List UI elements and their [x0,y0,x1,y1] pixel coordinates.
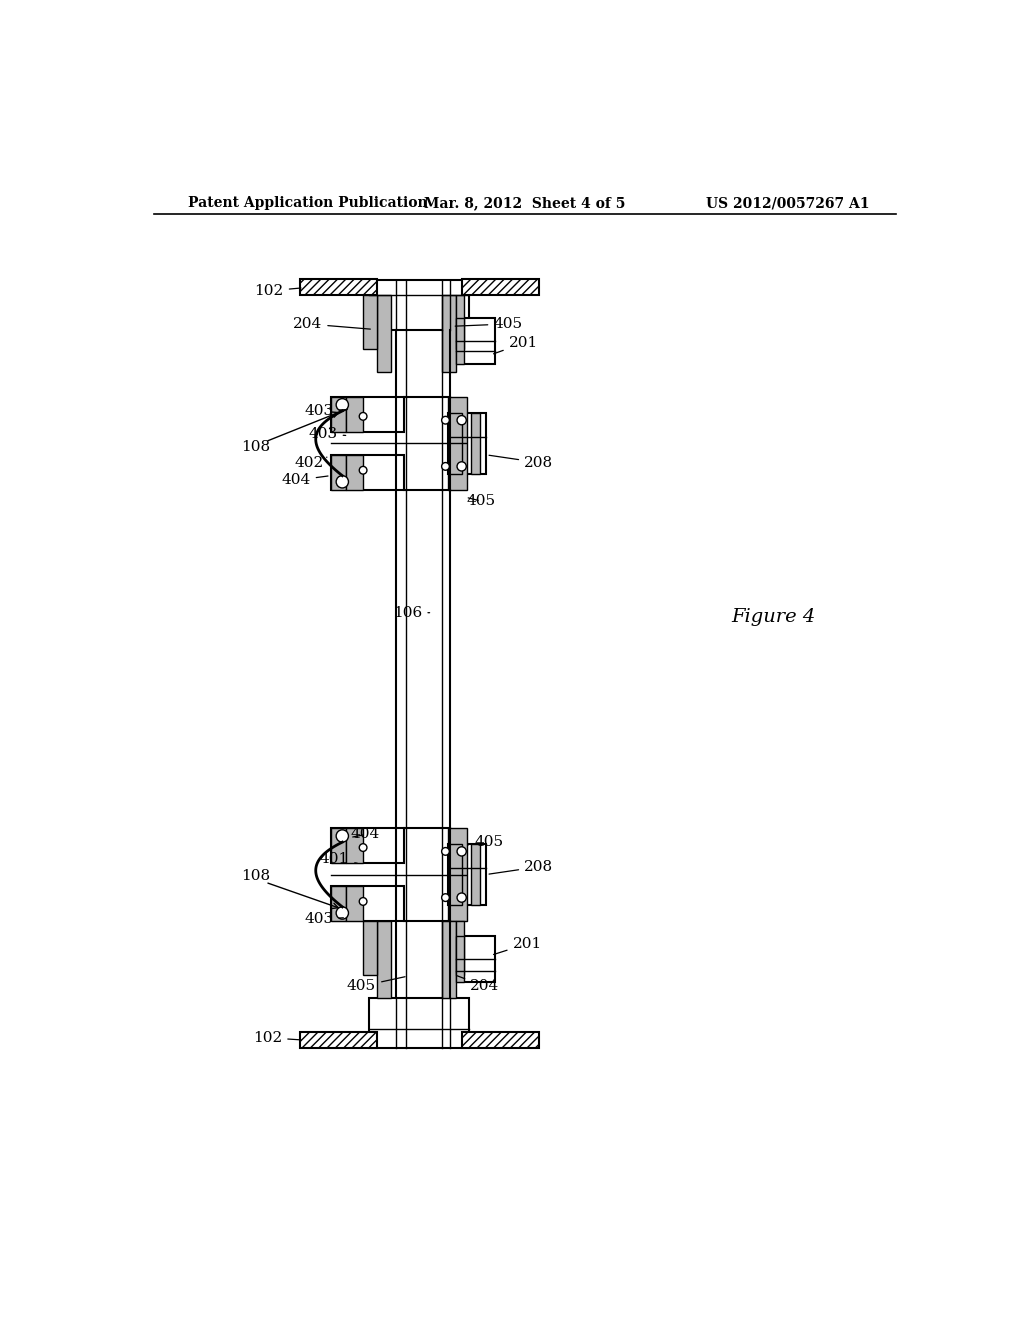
Circle shape [441,894,450,902]
Bar [331,829,346,863]
Circle shape [359,843,367,851]
Bar [462,280,539,294]
Bar [377,294,391,372]
Circle shape [457,847,466,855]
Bar [331,397,403,432]
Circle shape [441,462,450,470]
Bar [471,843,480,906]
Text: 405: 405 [456,317,522,331]
Text: 403: 403 [305,404,347,418]
Bar [300,1032,377,1048]
Text: Figure 4: Figure 4 [731,607,815,626]
Bar [457,921,464,974]
Circle shape [336,830,348,842]
Bar [331,829,403,863]
Circle shape [359,466,367,474]
Bar [457,318,495,364]
Bar [447,412,462,474]
Bar [457,294,464,348]
Bar [370,280,469,330]
Text: 108: 108 [241,869,270,883]
Bar [377,921,391,998]
Bar [457,936,464,982]
Circle shape [359,898,367,906]
Bar [442,294,457,372]
Bar [346,886,364,921]
Text: 201: 201 [494,937,542,954]
Text: 403: 403 [308,428,346,441]
Text: 404: 404 [351,828,380,841]
Bar [331,886,403,921]
Text: 405: 405 [347,977,406,993]
Bar [442,921,457,998]
Bar [457,936,495,982]
Bar [346,829,364,863]
Bar [331,455,346,490]
Bar [370,998,469,1048]
Text: 204: 204 [293,317,371,331]
Text: 403: 403 [305,912,343,927]
Text: Mar. 8, 2012  Sheet 4 of 5: Mar. 8, 2012 Sheet 4 of 5 [424,197,626,210]
Text: 102: 102 [255,284,301,298]
Circle shape [336,907,348,919]
Text: 404: 404 [282,474,328,487]
Bar [447,843,462,906]
Bar [331,886,346,921]
Circle shape [336,475,348,488]
Circle shape [457,416,466,425]
Circle shape [441,416,450,424]
Bar [364,294,377,348]
Bar [447,412,486,474]
Bar [331,455,403,490]
Text: 108: 108 [241,440,270,454]
Bar [462,1032,539,1048]
Text: 402: 402 [295,455,327,470]
Circle shape [457,462,466,471]
Bar [346,455,364,490]
Text: 106: 106 [393,606,430,619]
Bar [364,921,377,974]
Text: 401: 401 [319,853,357,866]
Bar [447,843,486,906]
Text: US 2012/0057267 A1: US 2012/0057267 A1 [707,197,869,210]
Text: 204: 204 [457,975,500,993]
Text: 208: 208 [489,455,553,470]
Text: Patent Application Publication: Patent Application Publication [188,197,428,210]
Text: 208: 208 [489,859,553,874]
Bar [331,397,346,432]
Text: 405: 405 [466,494,496,508]
Text: 201: 201 [494,337,538,354]
Bar [300,280,377,294]
Circle shape [441,847,450,855]
Text: 405: 405 [468,836,503,849]
Bar [346,397,364,432]
Bar [457,318,464,364]
Bar [447,397,467,490]
Text: 102: 102 [253,1031,301,1044]
Bar [471,412,480,474]
Bar [447,829,467,921]
Circle shape [359,413,367,420]
Circle shape [336,399,348,411]
Circle shape [457,892,466,903]
